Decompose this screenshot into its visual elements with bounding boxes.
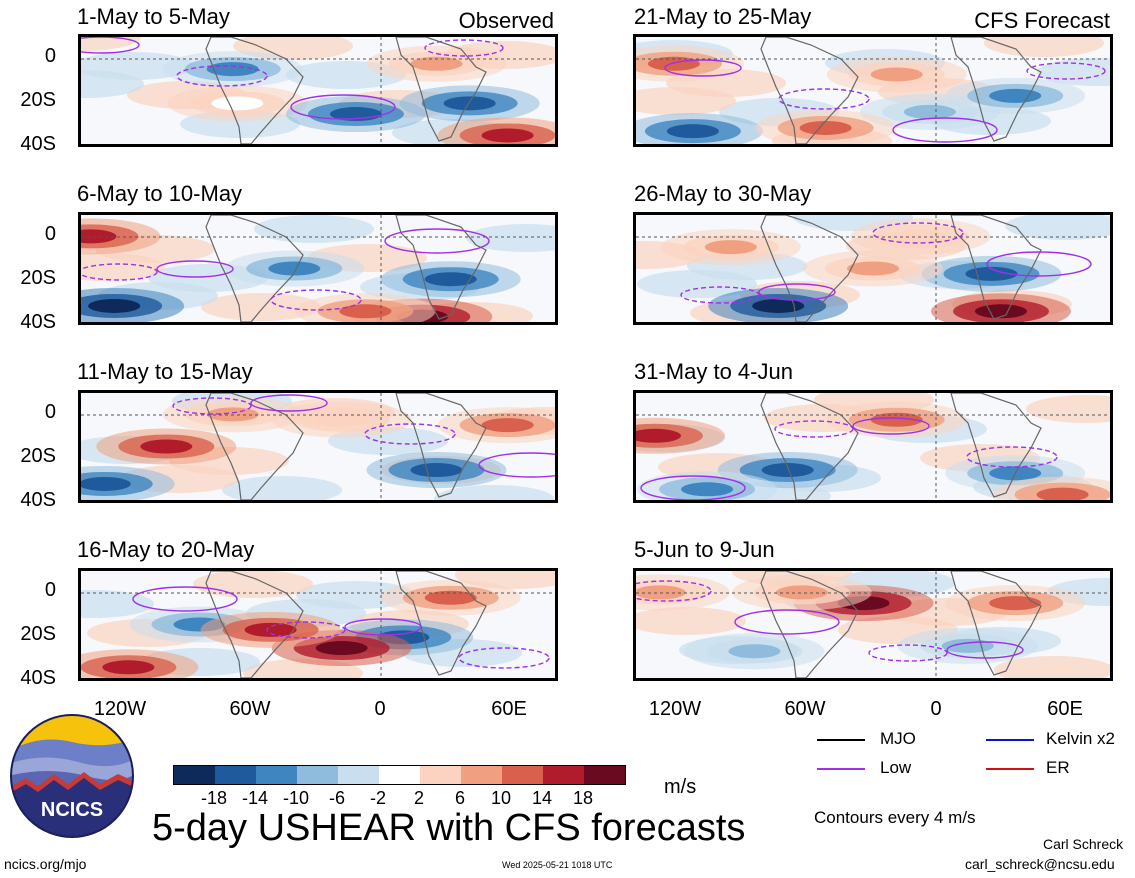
colorbar-level-label: -14 [241, 788, 268, 808]
panel-title-6: 31-May to 4-Jun [634, 359, 793, 384]
colorbar-swatch [420, 766, 461, 784]
author: Carl Schreck [1043, 836, 1124, 852]
colorbar-level-label: 2 [413, 788, 424, 808]
colorbar-level-label: 18 [572, 788, 594, 808]
legend-line-low [817, 768, 865, 770]
author-email[interactable]: carl_schreck@ncsu.edu [965, 856, 1115, 872]
colorbar-swatch [379, 766, 420, 784]
y-tick-0: 0 [44, 45, 56, 67]
colorbar-swatch [215, 766, 256, 784]
colorbar-level-label: -6 [328, 788, 345, 808]
y-tick-40s: 40S [20, 489, 56, 511]
map-panel-5 [78, 390, 558, 503]
ncics-logo[interactable]: NCICS [8, 712, 136, 840]
panel-tag-observed: Observed [458, 8, 554, 33]
y-tick-40s: 40S [20, 311, 56, 333]
y-tick-20s: 20S [20, 445, 56, 467]
x-tick-0: 0 [374, 698, 386, 720]
panel-title-7: 16-May to 20-May [77, 537, 255, 562]
map-panel-2 [633, 34, 1113, 147]
colorbar-level-label: -10 [282, 788, 309, 808]
x-tick-120w: 120W [93, 698, 147, 720]
colorbar-level-label: -18 [200, 788, 227, 808]
panel-title-3: 6-May to 10-May [77, 181, 243, 206]
y-tick-0: 0 [44, 579, 56, 601]
x-tick-60w: 60W [229, 698, 271, 720]
map-panel-6 [633, 390, 1113, 503]
y-tick-20s: 20S [20, 623, 56, 645]
legend-line-kelvin [986, 739, 1034, 741]
panel-title-4: 26-May to 30-May [634, 181, 812, 206]
panel-title-5: 11-May to 15-May [77, 359, 253, 384]
panel-title-1: 1-May to 5-May [77, 4, 230, 29]
legend-label-low: Low [880, 758, 912, 777]
legend-label-kelvin: Kelvin x2 [1046, 729, 1115, 748]
x-tick-120w: 120W [648, 698, 702, 720]
legend-label-mjo: MJO [880, 729, 916, 748]
colorbar-level-label: 10 [490, 788, 512, 808]
panel-title-8: 5-Jun to 9-Jun [634, 537, 775, 562]
y-tick-20s: 20S [20, 267, 56, 289]
source-url[interactable]: ncics.org/mjo [4, 856, 87, 872]
colorbar-swatch [461, 766, 502, 784]
x-tick-0: 0 [930, 698, 942, 720]
legend-label-er: ER [1046, 758, 1070, 777]
colorbar-swatch [584, 766, 625, 784]
panel-title-2: 21-May to 25-May [634, 4, 812, 29]
map-panel-1 [78, 34, 558, 147]
colorbar-swatch [256, 766, 297, 784]
colorbar-level-label: 6 [454, 788, 465, 808]
y-tick-40s: 40S [20, 667, 56, 689]
map-panel-8 [633, 568, 1113, 681]
colorbar-swatch [338, 766, 379, 784]
colorbar-swatch [502, 766, 543, 784]
colorbar-unit: m/s [664, 776, 697, 798]
contours-note: Contours every 4 m/s [814, 808, 976, 827]
main-title: 5-day USHEAR with CFS forecasts [152, 807, 746, 849]
y-tick-0: 0 [44, 401, 56, 423]
x-tick-60w: 60W [784, 698, 826, 720]
colorbar-swatch [543, 766, 584, 784]
colorbar-level-label: -2 [369, 788, 386, 808]
legend-line-er [986, 768, 1034, 770]
map-panel-3 [78, 212, 558, 325]
y-tick-0: 0 [44, 223, 56, 245]
legend-line-mjo [817, 739, 865, 741]
map-panel-7 [78, 568, 558, 681]
timestamp: Wed 2025-05-21 1018 UTC [502, 860, 613, 870]
colorbar-swatch [297, 766, 338, 784]
map-panel-4 [633, 212, 1113, 325]
colorbar [173, 765, 626, 785]
colorbar-level-label: 14 [531, 788, 553, 808]
x-tick-60e: 60E [491, 698, 527, 720]
y-tick-40s: 40S [20, 133, 56, 155]
logo-text: NCICS [41, 799, 103, 821]
y-tick-20s: 20S [20, 89, 56, 111]
x-tick-60e: 60E [1047, 698, 1083, 720]
colorbar-swatch [174, 766, 215, 784]
panel-tag-cfs-forecast: CFS Forecast [974, 8, 1110, 33]
